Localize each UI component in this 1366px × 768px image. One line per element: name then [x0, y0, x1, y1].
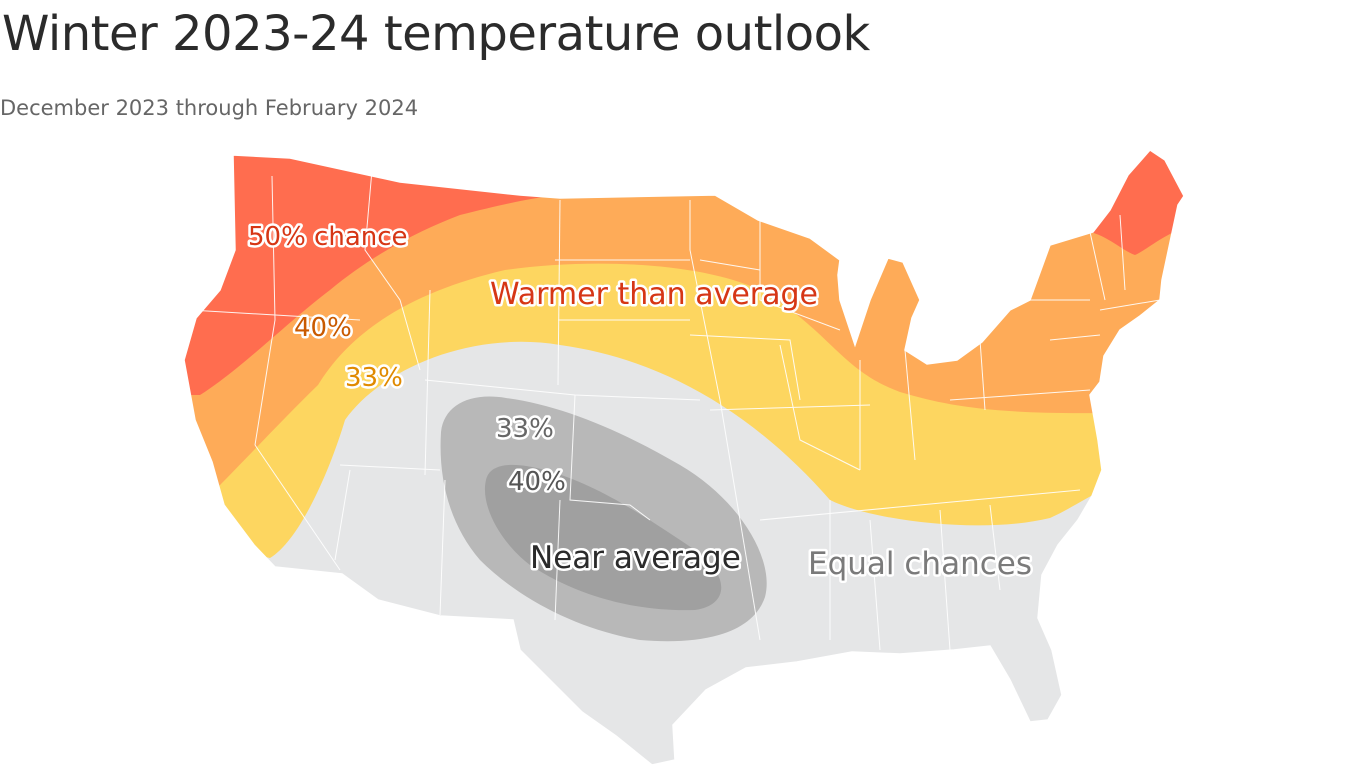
state-borders	[189, 169, 1161, 651]
page-subtitle: December 2023 through February 2024	[0, 96, 419, 120]
label-warmer-title: Warmer than average	[490, 277, 818, 312]
outlook-zones	[184, 150, 1184, 765]
label-warmer-50: 50% chance	[248, 222, 408, 252]
page-title: Winter 2023-24 temperature outlook	[2, 6, 870, 62]
label-near-33: 33%	[496, 414, 554, 444]
near-average-40-zone	[484, 464, 722, 611]
label-near-40: 40%	[508, 467, 566, 497]
warmer-50-zone-northeast	[1060, 150, 1184, 255]
label-equal-chances: Equal chances	[808, 546, 1032, 582]
label-warmer-40: 40%	[294, 313, 352, 343]
label-warmer-33: 33%	[345, 363, 403, 393]
label-near-title: Near average	[530, 540, 741, 576]
